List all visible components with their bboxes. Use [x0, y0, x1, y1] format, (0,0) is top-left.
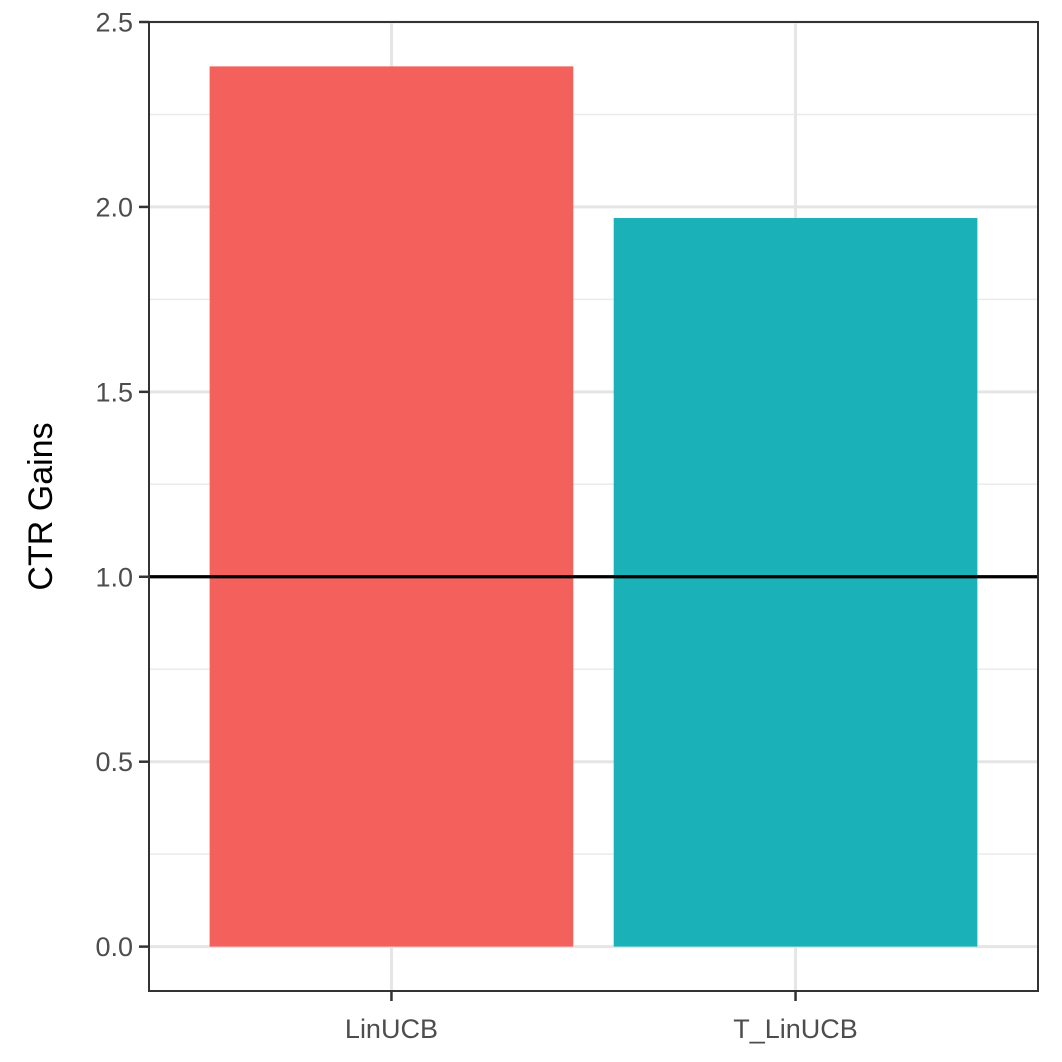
y-tick-label: 0.0 [95, 932, 133, 962]
y-tick-label: 2.0 [95, 192, 133, 222]
y-tick-label: 1.5 [95, 377, 133, 407]
tick-labels: 0.0 0.5 1.0 1.5 2.0 2.5 LinUCB T_LinUCB [95, 8, 857, 1045]
plot-border [148, 21, 1039, 992]
bar-t-linucb [613, 218, 978, 947]
y-axis-title: CTR Gains [22, 422, 60, 590]
y-tick-label: 2.5 [95, 8, 133, 38]
x-tick-label: T_LinUCB [733, 1014, 858, 1044]
x-tick-label: LinUCB [345, 1014, 438, 1044]
bar-linucb [209, 66, 574, 947]
axes [139, 20, 1039, 1001]
y-tick-label: 0.5 [95, 747, 133, 777]
y-tick-label: 1.0 [95, 562, 133, 592]
bars [209, 66, 978, 947]
